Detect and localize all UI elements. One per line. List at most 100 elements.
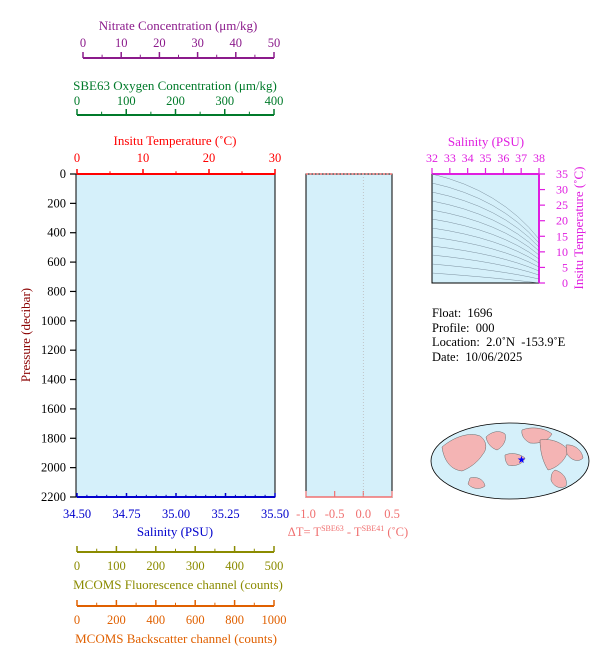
fluorescence-tick-label: 300 xyxy=(186,559,205,573)
ts-density-contour xyxy=(431,263,540,280)
ts-y-tick-label: 15 xyxy=(556,229,568,243)
ts-y-tick-label: 30 xyxy=(556,183,568,197)
ts-density-contour xyxy=(431,254,540,276)
salinity-tick-label: 34.75 xyxy=(112,507,140,521)
fluorescence-tick-label: 0 xyxy=(74,559,80,573)
delta-t-tick-label: 0.5 xyxy=(384,507,400,521)
oxygen-tick-label: 0 xyxy=(74,94,80,108)
pressure-tick-label: 1000 xyxy=(41,314,66,328)
ts-density-contour xyxy=(431,236,540,268)
delta-t-axis-label: ΔT= TSBE63 - TSBE41 (˚C) xyxy=(288,524,408,539)
pressure-tick-label: 600 xyxy=(47,255,66,269)
map-landmass xyxy=(467,477,486,489)
ts-density-contour xyxy=(431,209,540,256)
delta-t-tick-label: -1.0 xyxy=(296,507,316,521)
fluorescence-tick-label: 200 xyxy=(146,559,165,573)
fluorescence-tick-label: 500 xyxy=(265,559,284,573)
ts-density-contour xyxy=(431,245,540,272)
ts-y-tick-label: 10 xyxy=(556,245,568,259)
pressure-tick-label: 800 xyxy=(47,284,66,298)
float-id: Float: 1696 xyxy=(432,306,493,320)
ts-density-contour xyxy=(431,173,540,240)
delta-t-plot-area xyxy=(305,173,393,498)
pressure-tick-label: 1400 xyxy=(41,373,66,387)
backscatter-tick-label: 800 xyxy=(225,613,244,627)
date: Date: 10/06/2025 xyxy=(432,349,523,364)
ts-density-contour xyxy=(431,218,540,260)
ts-y-tick-label: 0 xyxy=(562,276,568,290)
nitrate-tick-label: 50 xyxy=(268,36,281,50)
backscatter-tick-label: 200 xyxy=(107,613,126,627)
backscatter-axis-label: MCOMS Backscatter channel (counts) xyxy=(75,631,277,646)
pressure-tick-label: 0 xyxy=(60,167,66,181)
ts-density-contour xyxy=(431,227,540,264)
location: Location: 2.0˚N -153.9˚E xyxy=(432,335,566,349)
ts-x-tick-label: 32 xyxy=(426,151,438,165)
ts-x-tick-label: 36 xyxy=(497,151,509,165)
nitrate-tick-label: 30 xyxy=(191,36,204,50)
map-landmass xyxy=(539,439,569,471)
oxygen-tick-label: 200 xyxy=(166,94,185,108)
float-location-marker: ★ xyxy=(517,455,526,466)
ts-density-contour xyxy=(431,191,540,248)
ts-plot-area xyxy=(431,173,540,284)
fluorescence-tick-label: 400 xyxy=(225,559,244,573)
ts-density-contour xyxy=(431,200,540,252)
pressure-tick-label: 2200 xyxy=(41,490,66,504)
temperature-tick-label: 30 xyxy=(269,151,282,165)
salinity-axis-label: Salinity (PSU) xyxy=(137,524,213,539)
ts-x-tick-label: 37 xyxy=(515,151,527,165)
salinity-tick-label: 35.00 xyxy=(162,507,190,521)
pressure-tick-label: 1600 xyxy=(41,402,66,416)
ts-y-tick-label: 35 xyxy=(556,167,568,181)
oxygen-tick-label: 100 xyxy=(117,94,136,108)
pressure-axis-label: Pressure (decibar) xyxy=(18,288,33,382)
salinity-tick-label: 34.50 xyxy=(63,507,91,521)
ts-x-tick-label: 34 xyxy=(462,151,474,165)
fluorescence-axis-label: MCOMS Fluorescence channel (counts) xyxy=(73,577,283,592)
ts-y-axis-label: Insitu Temperature (˚C) xyxy=(571,166,586,289)
delta-t-tick-label: 0.0 xyxy=(356,507,372,521)
map-landmass xyxy=(485,431,506,451)
backscatter-tick-label: 400 xyxy=(146,613,165,627)
backscatter-tick-label: 1000 xyxy=(262,613,287,627)
ts-density-contour xyxy=(431,272,540,284)
ts-y-tick-label: 20 xyxy=(556,214,568,228)
temperature-tick-label: 20 xyxy=(203,151,216,165)
oxygen-axis-label: SBE63 Oxygen Concentration (μm/kg) xyxy=(73,78,277,93)
nitrate-tick-label: 0 xyxy=(80,36,86,50)
ts-y-tick-label: 5 xyxy=(562,260,568,274)
ts-x-tick-label: 38 xyxy=(533,151,545,165)
temperature-axis-label: Insitu Temperature (˚C) xyxy=(113,133,236,148)
nitrate-axis-label: Nitrate Concentration (μm/kg) xyxy=(99,18,258,33)
profile-number: Profile: 000 xyxy=(432,320,495,335)
nitrate-tick-label: 20 xyxy=(153,36,166,50)
fluorescence-tick-label: 100 xyxy=(107,559,126,573)
oxygen-tick-label: 300 xyxy=(215,94,234,108)
backscatter-tick-label: 600 xyxy=(186,613,205,627)
main-plot-area xyxy=(75,173,276,498)
pressure-tick-label: 1800 xyxy=(41,431,66,445)
oxygen-tick-label: 400 xyxy=(265,94,284,108)
backscatter-tick-label: 0 xyxy=(74,613,80,627)
nitrate-tick-label: 10 xyxy=(115,36,128,50)
ts-density-contour xyxy=(431,182,540,244)
temperature-tick-label: 0 xyxy=(74,151,80,165)
pressure-tick-label: 1200 xyxy=(41,343,66,357)
pressure-tick-label: 400 xyxy=(47,226,66,240)
ts-y-tick-label: 25 xyxy=(556,198,568,212)
ts-x-tick-label: 33 xyxy=(444,151,456,165)
salinity-tick-label: 35.25 xyxy=(211,507,239,521)
delta-t-tick-label: -0.5 xyxy=(325,507,345,521)
pressure-tick-label: 200 xyxy=(47,196,66,210)
map-landmass xyxy=(550,469,567,488)
nitrate-tick-label: 40 xyxy=(230,36,243,50)
ts-title: Salinity (PSU) xyxy=(448,134,524,149)
map-landmass xyxy=(441,434,487,472)
map-landmass xyxy=(504,453,526,466)
salinity-tick-label: 35.50 xyxy=(261,507,289,521)
float-info: Float: 1696 Profile: 000 Location: 2.0˚N… xyxy=(432,306,565,364)
map-landmass xyxy=(565,444,584,461)
